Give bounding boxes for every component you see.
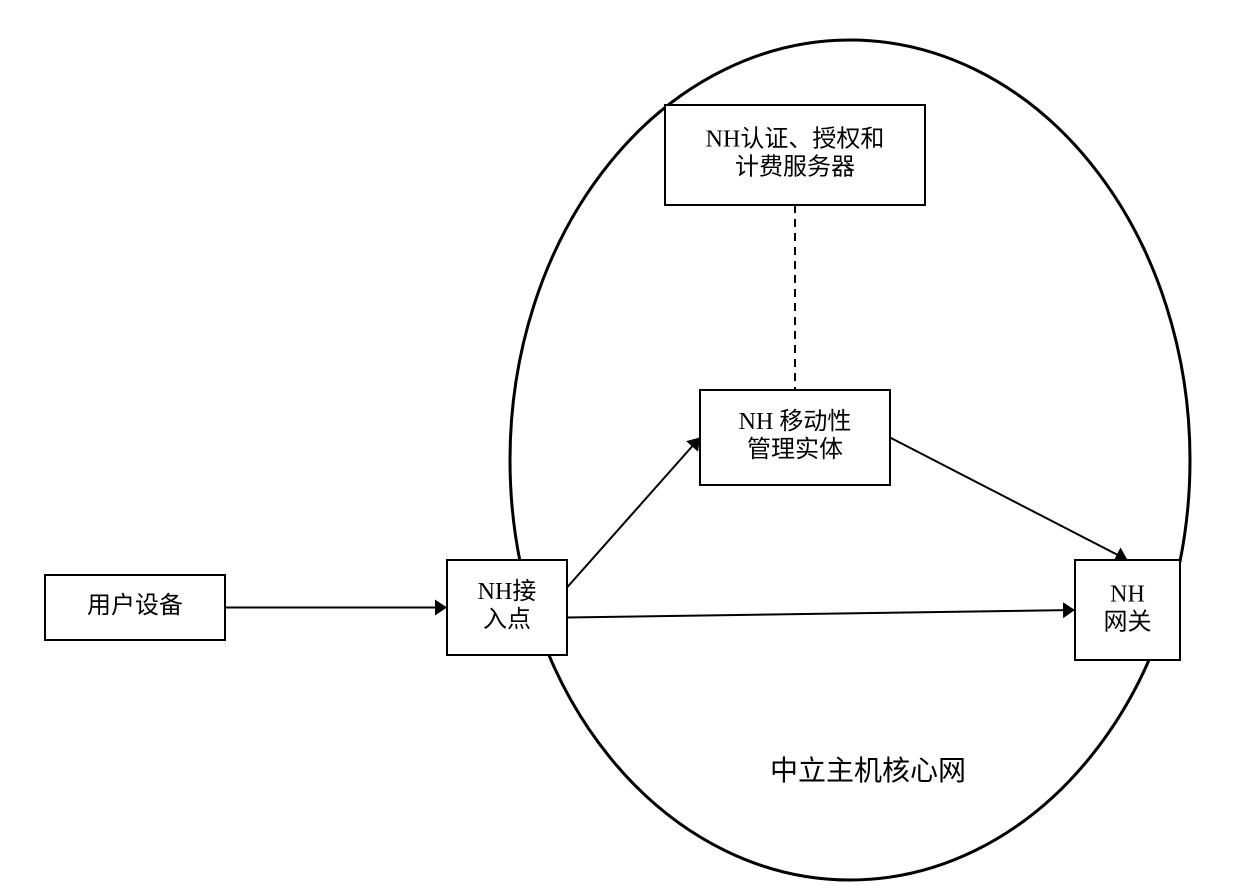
node-ue: 用户设备 (45, 575, 225, 640)
node-gw-text-0: NH (1110, 582, 1145, 608)
node-mme-text-0: NH 移动性 (739, 408, 852, 435)
node-gw: NH网关 (1075, 560, 1180, 660)
diagram-canvas: 用户设备 NH接入点 NH认证、授权和计费服务器 NH 移动性管理实体 NH网关中立主机… (0, 0, 1240, 891)
node-ap-text-1: 入点 (483, 606, 531, 633)
node-aaa-text-0: NH认证、授权和 (706, 126, 885, 153)
node-aaa: NH认证、授权和计费服务器 (665, 105, 925, 205)
core-network-label: 中立主机核心网 (770, 755, 966, 787)
arrow-ap-gw (567, 610, 1075, 618)
node-ap: NH接入点 (447, 560, 567, 655)
arrow-mme-gw (890, 438, 1128, 561)
node-ue-text-0: 用户设备 (87, 592, 183, 619)
node-mme: NH 移动性管理实体 (700, 390, 890, 485)
node-gw-text-1: 网关 (1104, 609, 1152, 636)
node-aaa-text-1: 计费服务器 (735, 154, 855, 181)
node-ap-text-0: NH接 (478, 578, 537, 605)
node-mme-text-1: 管理实体 (747, 436, 843, 463)
arrow-ap-mme (567, 438, 700, 588)
